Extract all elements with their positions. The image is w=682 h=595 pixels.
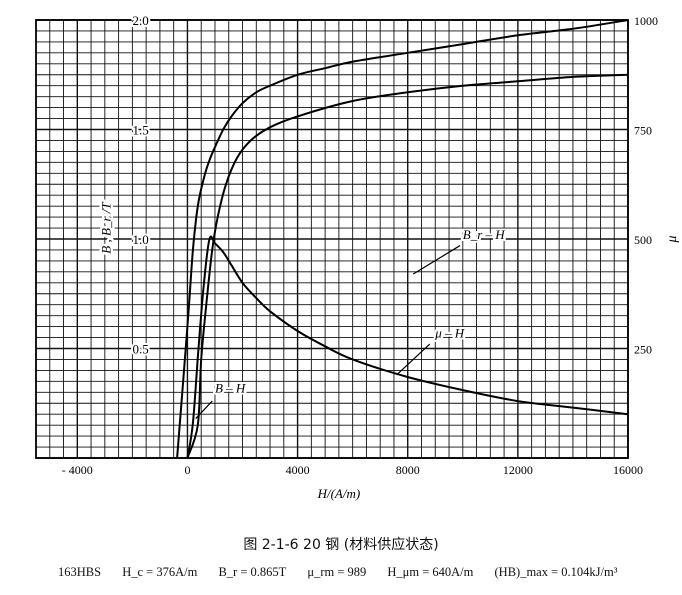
leader-line: [396, 343, 431, 376]
leader-line: [195, 400, 213, 419]
figure-caption: 图 2-1-6 20 钢 (材料供应状态): [243, 537, 439, 553]
x-tick-label: 0: [184, 463, 190, 477]
y-right-axis-label: μ: [665, 235, 680, 243]
curves: [176, 19, 629, 459]
x-tick-label: 8000: [396, 463, 420, 477]
series-line-0: [176, 19, 629, 459]
annotation-label: B_r – H: [463, 227, 506, 242]
x-tick-label: 16000: [613, 463, 643, 477]
coercivity-value: H_c = 376A/m: [122, 565, 198, 579]
y-right-tick-label: 500: [634, 233, 652, 247]
annotations: B_r – H μ – H B – H: [195, 225, 507, 419]
x-tick-label: - 4000: [62, 463, 93, 477]
max-permeability-value: μ_rm = 989: [307, 565, 367, 579]
series-line-2: [186, 235, 629, 459]
leader-line: [412, 245, 461, 275]
tick-labels: - 4000 0 4000 8000 12000 16000 0.5 1.0 1.5 2.0 250…: [62, 11, 680, 501]
y-left-tick-label: 1.5: [133, 123, 149, 138]
y-right-tick-label: 750: [634, 124, 652, 138]
x-tick-label: 4000: [286, 463, 310, 477]
bh-chart: - 4000 0 4000 8000 12000 16000 0.5 1.0 1.5 2.0 250…: [35, 11, 680, 501]
y-left-tick-label: 1.0: [133, 232, 149, 247]
grid: [35, 19, 629, 459]
x-axis-label: H/(A/m): [317, 486, 361, 501]
y-right-tick-label: 250: [634, 343, 652, 357]
hardness-value: 163HBS: [58, 565, 102, 579]
remanence-value: B_r = 0.865T: [218, 565, 287, 579]
y-left-axis-label: B , B_r /T: [98, 202, 113, 254]
material-properties: 163HBS H_c = 376A/m B_r = 0.865T μ_rm = …: [58, 565, 635, 580]
field-at-max-permeability: H_μm = 640A/m: [387, 565, 474, 579]
annotation-label: μ – H: [434, 326, 465, 341]
max-energy-product: (HB)_max = 0.104kJ/m³: [494, 565, 618, 579]
annotation-label: B – H: [215, 380, 246, 395]
x-tick-label: 12000: [503, 463, 533, 477]
y-right-tick-label: 1000: [634, 14, 658, 28]
series-line-1: [186, 73, 629, 459]
y-left-tick-label: 0.5: [133, 342, 149, 357]
y-left-tick-label: 2.0: [133, 13, 149, 28]
plot-frame: [35, 19, 629, 459]
